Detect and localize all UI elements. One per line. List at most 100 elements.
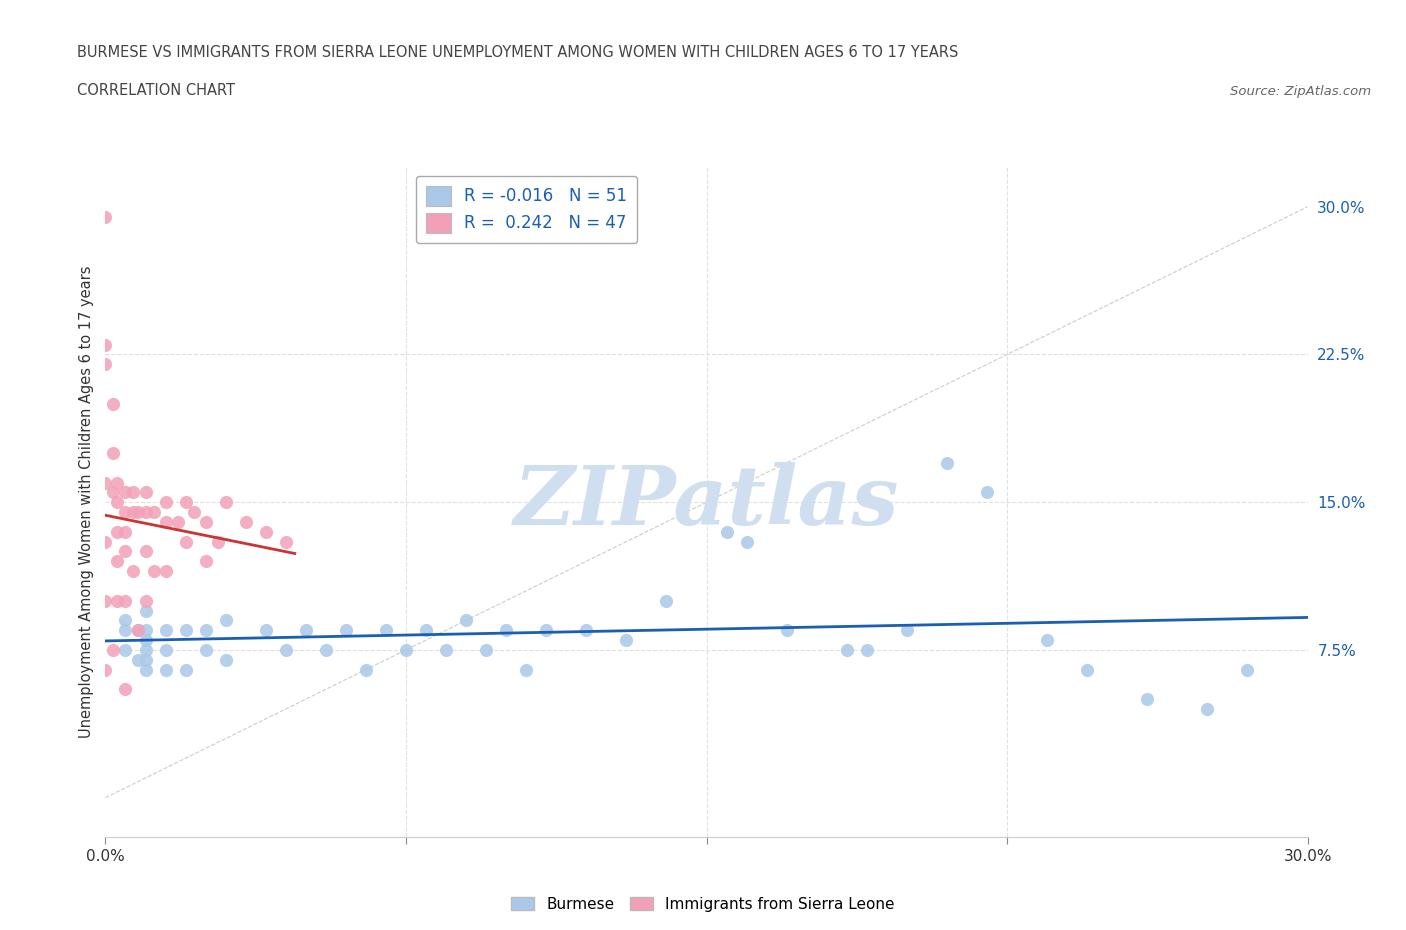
Legend: R = -0.016   N = 51, R =  0.242   N = 47: R = -0.016 N = 51, R = 0.242 N = 47 bbox=[416, 176, 637, 243]
Point bbox=[655, 593, 678, 608]
Point bbox=[142, 505, 165, 520]
Point bbox=[127, 623, 149, 638]
Point bbox=[495, 623, 517, 638]
Point bbox=[114, 643, 136, 658]
Point bbox=[194, 643, 217, 658]
Legend: Burmese, Immigrants from Sierra Leone: Burmese, Immigrants from Sierra Leone bbox=[505, 890, 901, 918]
Point bbox=[122, 485, 145, 499]
Point bbox=[94, 593, 117, 608]
Point bbox=[214, 652, 236, 667]
Point bbox=[155, 495, 177, 510]
Point bbox=[534, 623, 557, 638]
Point bbox=[776, 623, 799, 638]
Point bbox=[515, 662, 537, 677]
Point bbox=[214, 613, 236, 628]
Point bbox=[122, 564, 145, 578]
Text: Source: ZipAtlas.com: Source: ZipAtlas.com bbox=[1230, 85, 1371, 98]
Point bbox=[142, 564, 165, 578]
Point bbox=[434, 643, 457, 658]
Point bbox=[107, 593, 129, 608]
Point bbox=[274, 534, 297, 549]
Point bbox=[174, 662, 197, 677]
Point bbox=[135, 652, 157, 667]
Point bbox=[135, 505, 157, 520]
Point bbox=[1236, 662, 1258, 677]
Point bbox=[94, 357, 117, 372]
Point bbox=[114, 485, 136, 499]
Point bbox=[174, 534, 197, 549]
Point bbox=[107, 495, 129, 510]
Point bbox=[207, 534, 229, 549]
Point bbox=[194, 554, 217, 569]
Point bbox=[395, 643, 418, 658]
Point bbox=[835, 643, 858, 658]
Point bbox=[103, 445, 125, 460]
Point bbox=[94, 475, 117, 490]
Point bbox=[114, 525, 136, 539]
Point bbox=[475, 643, 498, 658]
Point bbox=[94, 338, 117, 352]
Point bbox=[616, 632, 638, 647]
Point bbox=[127, 623, 149, 638]
Point bbox=[122, 505, 145, 520]
Point bbox=[135, 623, 157, 638]
Point bbox=[254, 525, 277, 539]
Point bbox=[103, 643, 125, 658]
Point bbox=[107, 525, 129, 539]
Point bbox=[374, 623, 398, 638]
Point bbox=[214, 495, 236, 510]
Point bbox=[155, 514, 177, 529]
Point bbox=[135, 544, 157, 559]
Point bbox=[155, 643, 177, 658]
Point bbox=[103, 485, 125, 499]
Point bbox=[936, 456, 959, 471]
Point bbox=[103, 396, 125, 411]
Point bbox=[1076, 662, 1098, 677]
Point bbox=[135, 593, 157, 608]
Point bbox=[135, 485, 157, 499]
Point bbox=[976, 485, 998, 499]
Point bbox=[174, 495, 197, 510]
Point bbox=[166, 514, 188, 529]
Point bbox=[107, 554, 129, 569]
Point bbox=[183, 505, 205, 520]
Point bbox=[454, 613, 477, 628]
Point bbox=[135, 603, 157, 618]
Point bbox=[855, 643, 877, 658]
Point bbox=[1136, 692, 1159, 707]
Text: ZIPatlas: ZIPatlas bbox=[513, 462, 900, 542]
Point bbox=[415, 623, 437, 638]
Point bbox=[194, 623, 217, 638]
Point bbox=[194, 514, 217, 529]
Point bbox=[575, 623, 598, 638]
Point bbox=[896, 623, 918, 638]
Point bbox=[127, 652, 149, 667]
Point bbox=[135, 643, 157, 658]
Point bbox=[135, 632, 157, 647]
Point bbox=[114, 593, 136, 608]
Point bbox=[127, 505, 149, 520]
Point bbox=[1197, 701, 1219, 716]
Point bbox=[94, 662, 117, 677]
Point bbox=[235, 514, 257, 529]
Point bbox=[114, 544, 136, 559]
Point bbox=[107, 475, 129, 490]
Point bbox=[295, 623, 318, 638]
Point bbox=[335, 623, 357, 638]
Point bbox=[174, 623, 197, 638]
Point bbox=[716, 525, 738, 539]
Point bbox=[94, 534, 117, 549]
Point bbox=[155, 623, 177, 638]
Point bbox=[114, 505, 136, 520]
Point bbox=[155, 564, 177, 578]
Point bbox=[135, 662, 157, 677]
Point bbox=[315, 643, 337, 658]
Point bbox=[94, 209, 117, 224]
Point bbox=[354, 662, 377, 677]
Point bbox=[114, 682, 136, 697]
Point bbox=[114, 613, 136, 628]
Point bbox=[735, 534, 758, 549]
Text: CORRELATION CHART: CORRELATION CHART bbox=[77, 83, 235, 98]
Point bbox=[274, 643, 297, 658]
Point bbox=[1036, 632, 1059, 647]
